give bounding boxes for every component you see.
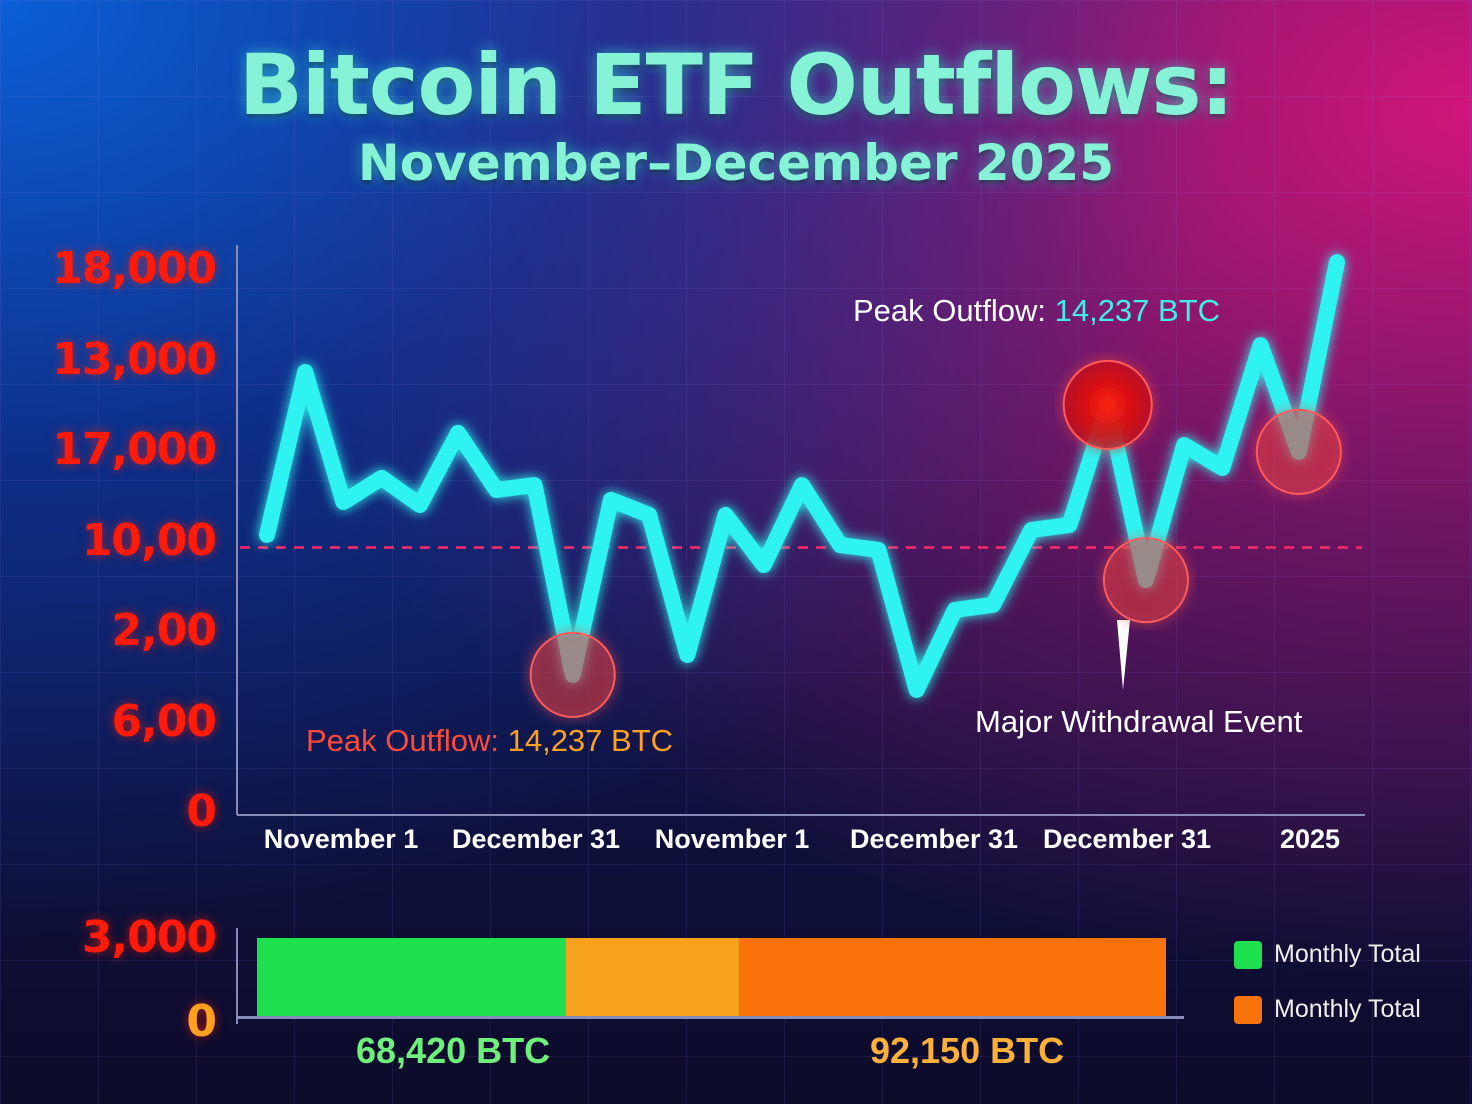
legend-item: Monthly Total	[1234, 940, 1421, 969]
bar-y-tick: 0	[186, 996, 217, 1047]
legend-swatch	[1234, 995, 1262, 1024]
y-tick-label: 18,000	[52, 243, 217, 294]
data-point	[532, 483, 537, 488]
highlight-marker	[1102, 537, 1189, 624]
data-point	[265, 532, 269, 537]
y-tick-label: 2,00	[111, 605, 217, 656]
data-point	[303, 369, 308, 374]
x-tick-label: December 31	[849, 824, 1019, 854]
chart-title: Bitcoin ETF Outflows:	[238, 36, 1234, 134]
y-tick-label: 0	[186, 786, 217, 837]
data-point	[1258, 343, 1263, 348]
data-point	[1182, 442, 1187, 447]
data-point	[838, 543, 843, 548]
data-point	[952, 607, 957, 612]
bar-segment	[738, 938, 1166, 1016]
y-tick-label: 10,00	[81, 514, 217, 566]
annotation-peak-bottom: Peak Outflow: 14,237 BTC	[306, 723, 674, 758]
data-point	[379, 475, 384, 480]
x-tick-label: November 1	[654, 824, 810, 854]
highlight-marker	[529, 631, 616, 718]
bar-segment	[257, 938, 567, 1016]
data-point	[876, 547, 881, 552]
data-point	[1220, 465, 1225, 470]
x-tick-label: November 1	[263, 824, 419, 854]
legend-item: Monthly Total	[1234, 995, 1421, 1024]
annotation-withdrawal: Major Withdrawal Event	[975, 704, 1303, 739]
data-point	[800, 483, 804, 488]
bar-x-axis	[236, 1016, 1184, 1019]
data-point	[914, 687, 919, 692]
x-tick-label: December 31	[1042, 824, 1212, 854]
highlight-marker	[1255, 408, 1342, 495]
x-tick-label: 2025	[1279, 824, 1341, 854]
data-point	[1029, 528, 1034, 533]
x-tick-label: December 31	[451, 824, 621, 854]
data-point	[341, 499, 346, 504]
bar-segment	[566, 938, 739, 1016]
bar-y-tick: 3,000	[81, 912, 217, 963]
data-point	[761, 563, 766, 568]
data-point	[608, 497, 613, 502]
y-tick-label: 17,000	[52, 424, 217, 475]
data-point	[456, 430, 461, 435]
data-point	[417, 502, 422, 507]
annotation-pointer	[1117, 620, 1130, 690]
bar-data-label: 92,150 BTC	[870, 1030, 1065, 1071]
data-point	[723, 512, 728, 517]
data-point	[647, 512, 652, 517]
annotation-peak-top: Peak Outflow: 14,237 BTC	[853, 293, 1221, 328]
chart-subtitle: November–December 2025	[357, 134, 1115, 192]
legend-swatch	[1234, 940, 1262, 969]
data-point	[494, 487, 499, 492]
data-point	[1335, 260, 1339, 265]
bar-data-label: 68,420 BTC	[356, 1030, 551, 1071]
data-point	[991, 602, 996, 607]
y-tick-label: 6,00	[111, 695, 217, 747]
y-tick-label: 13,000	[52, 333, 217, 385]
data-point	[1067, 522, 1072, 527]
data-point	[685, 652, 690, 657]
bar-y-axis	[236, 928, 238, 1024]
highlight-marker	[1062, 359, 1153, 450]
